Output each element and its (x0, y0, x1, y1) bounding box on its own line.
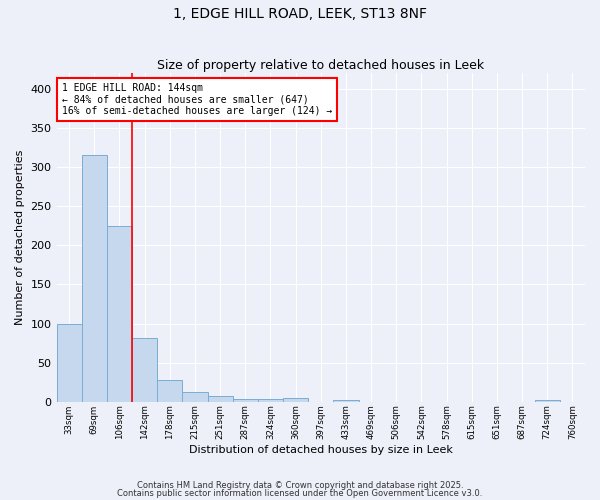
Bar (283, 398, 308, 402)
Bar (82, 156, 107, 402)
Text: Contains HM Land Registry data © Crown copyright and database right 2025.: Contains HM Land Registry data © Crown c… (137, 480, 463, 490)
Title: Size of property relative to detached houses in Leek: Size of property relative to detached ho… (157, 59, 484, 72)
Bar (233, 398, 258, 402)
Bar (535, 400, 560, 402)
Bar (334, 400, 359, 402)
Bar (182, 392, 208, 402)
Bar (56, 324, 82, 402)
X-axis label: Distribution of detached houses by size in Leek: Distribution of detached houses by size … (189, 445, 453, 455)
Bar (107, 226, 132, 402)
Bar (258, 400, 283, 402)
Text: 1 EDGE HILL ROAD: 144sqm
← 84% of detached houses are smaller (647)
16% of semi-: 1 EDGE HILL ROAD: 144sqm ← 84% of detach… (62, 83, 332, 116)
Y-axis label: Number of detached properties: Number of detached properties (15, 150, 25, 325)
Text: 1, EDGE HILL ROAD, LEEK, ST13 8NF: 1, EDGE HILL ROAD, LEEK, ST13 8NF (173, 8, 427, 22)
Bar (208, 396, 233, 402)
Text: Contains public sector information licensed under the Open Government Licence v3: Contains public sector information licen… (118, 489, 482, 498)
Bar (132, 338, 157, 402)
Bar (157, 380, 182, 402)
